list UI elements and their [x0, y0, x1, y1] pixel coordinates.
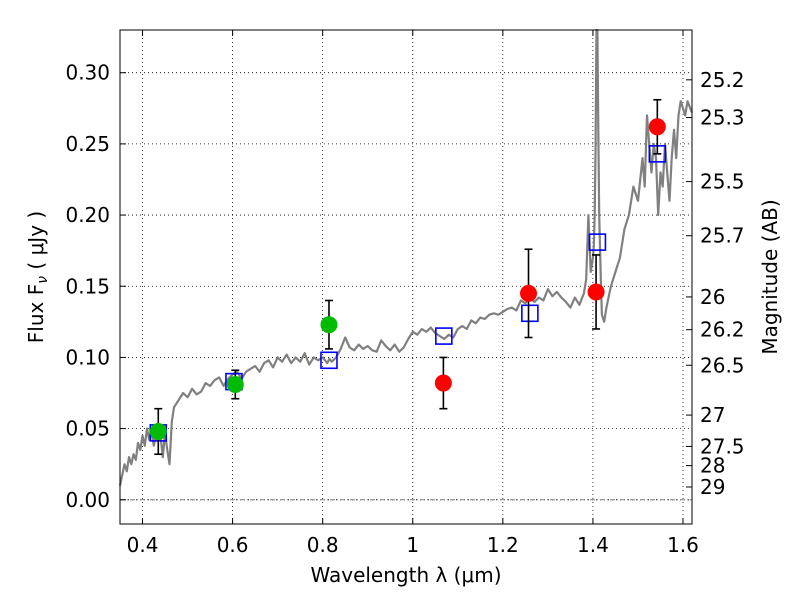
x-tick-label: 1.4 [577, 533, 609, 557]
magnitude-tick-label: 25.7 [700, 224, 745, 248]
green-observed-point [226, 375, 244, 393]
y-axis-label-suffix: ( μJy ) [24, 211, 48, 276]
y-tick-label: 0.30 [65, 61, 110, 85]
green-observed-point [149, 422, 167, 440]
x-tick-label: 1.6 [667, 533, 699, 557]
magnitude-tick-label: 25.2 [700, 68, 745, 92]
plot-frame [119, 29, 693, 525]
model-spectrum-line [118, 28, 694, 486]
x-tick-label: 0.4 [127, 533, 159, 557]
y-tick-label: 0.05 [65, 417, 110, 441]
model-photometry-square [320, 351, 338, 370]
y-axis-label-left: Flux Fν ( μJy ) [24, 211, 51, 343]
y-axis-label-subscript: ν [35, 276, 51, 284]
x-tick-label: 0.6 [217, 533, 249, 557]
magnitude-tick-label: 27 [700, 403, 725, 427]
y-axis-label-right: Magnitude (AB) [758, 199, 782, 354]
x-tick-label: 0.8 [307, 533, 339, 557]
magnitude-tick-label: 27.5 [700, 434, 745, 458]
red-observed-point [587, 283, 605, 301]
magnitude-tick-label: 29 [700, 475, 725, 499]
model-photometry-square [521, 304, 539, 323]
x-tick-label: 1.2 [487, 533, 519, 557]
model-photometry-square [588, 233, 607, 251]
observed-points-layer [149, 118, 666, 440]
red-observed-point [434, 374, 452, 392]
magnitude-tick-label: 25.3 [700, 106, 745, 130]
model-spectrum-layer [118, 28, 694, 486]
x-tick-label: 1 [406, 533, 419, 557]
y-tick-label: 0.10 [65, 345, 110, 369]
magnitude-tick-label: 26 [700, 285, 725, 309]
y-tick-label: 0.00 [65, 488, 110, 512]
model-photometry-square [435, 327, 453, 345]
magnitude-tick-label: 26.5 [700, 353, 745, 377]
red-observed-point [520, 284, 538, 302]
y-tick-label: 0.15 [65, 274, 110, 298]
y-axis-label-prefix: Flux F [24, 284, 48, 343]
magnitude-tick-label: 28 [700, 454, 725, 478]
x-axis-label: Wavelength λ (μm) [310, 563, 501, 587]
green-observed-point [320, 316, 338, 334]
y-tick-label: 0.25 [65, 132, 110, 156]
tick-layer: 0.4 0.6 0.8 1 1.2 1.4 1.6 0.00 0.05 0.10 0.15 0.20 0… [65, 30, 745, 557]
red-observed-point [648, 118, 666, 136]
magnitude-tick-label: 25.5 [700, 170, 745, 194]
error-bar-layer [154, 98, 662, 456]
model-photometry-layer [149, 145, 667, 442]
magnitude-tick-label: 26.2 [700, 318, 745, 342]
y-tick-label: 0.20 [65, 203, 110, 227]
